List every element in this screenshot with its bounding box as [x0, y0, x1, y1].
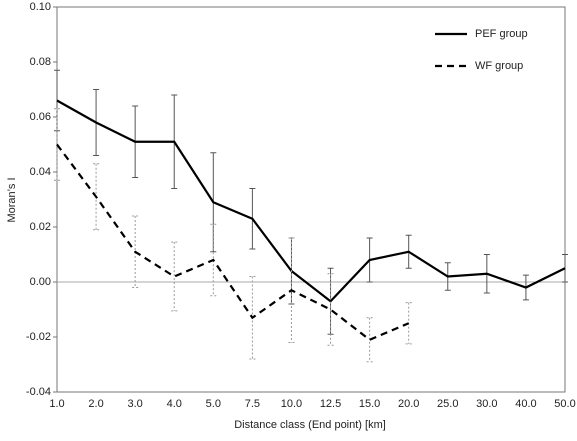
- y-axis-label: Moran’s I: [6, 177, 18, 222]
- x-tick-label: 15.0: [359, 398, 380, 410]
- series-line: [56, 143, 410, 342]
- y-tick-label: 0.10: [30, 1, 51, 13]
- x-tick-label: 12.5: [320, 398, 341, 410]
- series-line: [56, 99, 566, 303]
- y-tick-label: 0.06: [30, 111, 51, 123]
- y-tick-label: 0.04: [30, 166, 51, 178]
- x-tick-label: 50.0: [554, 398, 575, 410]
- y-tick-label: 0.00: [30, 276, 51, 288]
- legend-label: WF group: [475, 60, 523, 72]
- y-tick-label: -0.02: [26, 331, 51, 343]
- x-axis-label: Distance class (End point) [km]: [234, 419, 386, 431]
- x-tick-label: 25.0: [437, 398, 458, 410]
- x-tick-label: 5.0: [206, 398, 221, 410]
- x-tick-label: 7.5: [245, 398, 260, 410]
- x-tick-label: 20.0: [398, 398, 419, 410]
- y-tick-label: 0.08: [30, 56, 51, 68]
- x-tick-label: 10.0: [281, 398, 302, 410]
- legend-label: PEF group: [475, 28, 528, 40]
- x-tick-label: 3.0: [128, 398, 143, 410]
- y-tick-label: 0.02: [30, 221, 51, 233]
- y-tick-label: -0.04: [26, 386, 51, 398]
- x-tick-label: 30.0: [476, 398, 497, 410]
- plot-frame: [56, 6, 566, 393]
- x-tick-label: 40.0: [515, 398, 536, 410]
- x-tick-label: 1.0: [49, 398, 64, 410]
- x-tick-label: 2.0: [88, 398, 103, 410]
- x-tick-label: 4.0: [167, 398, 182, 410]
